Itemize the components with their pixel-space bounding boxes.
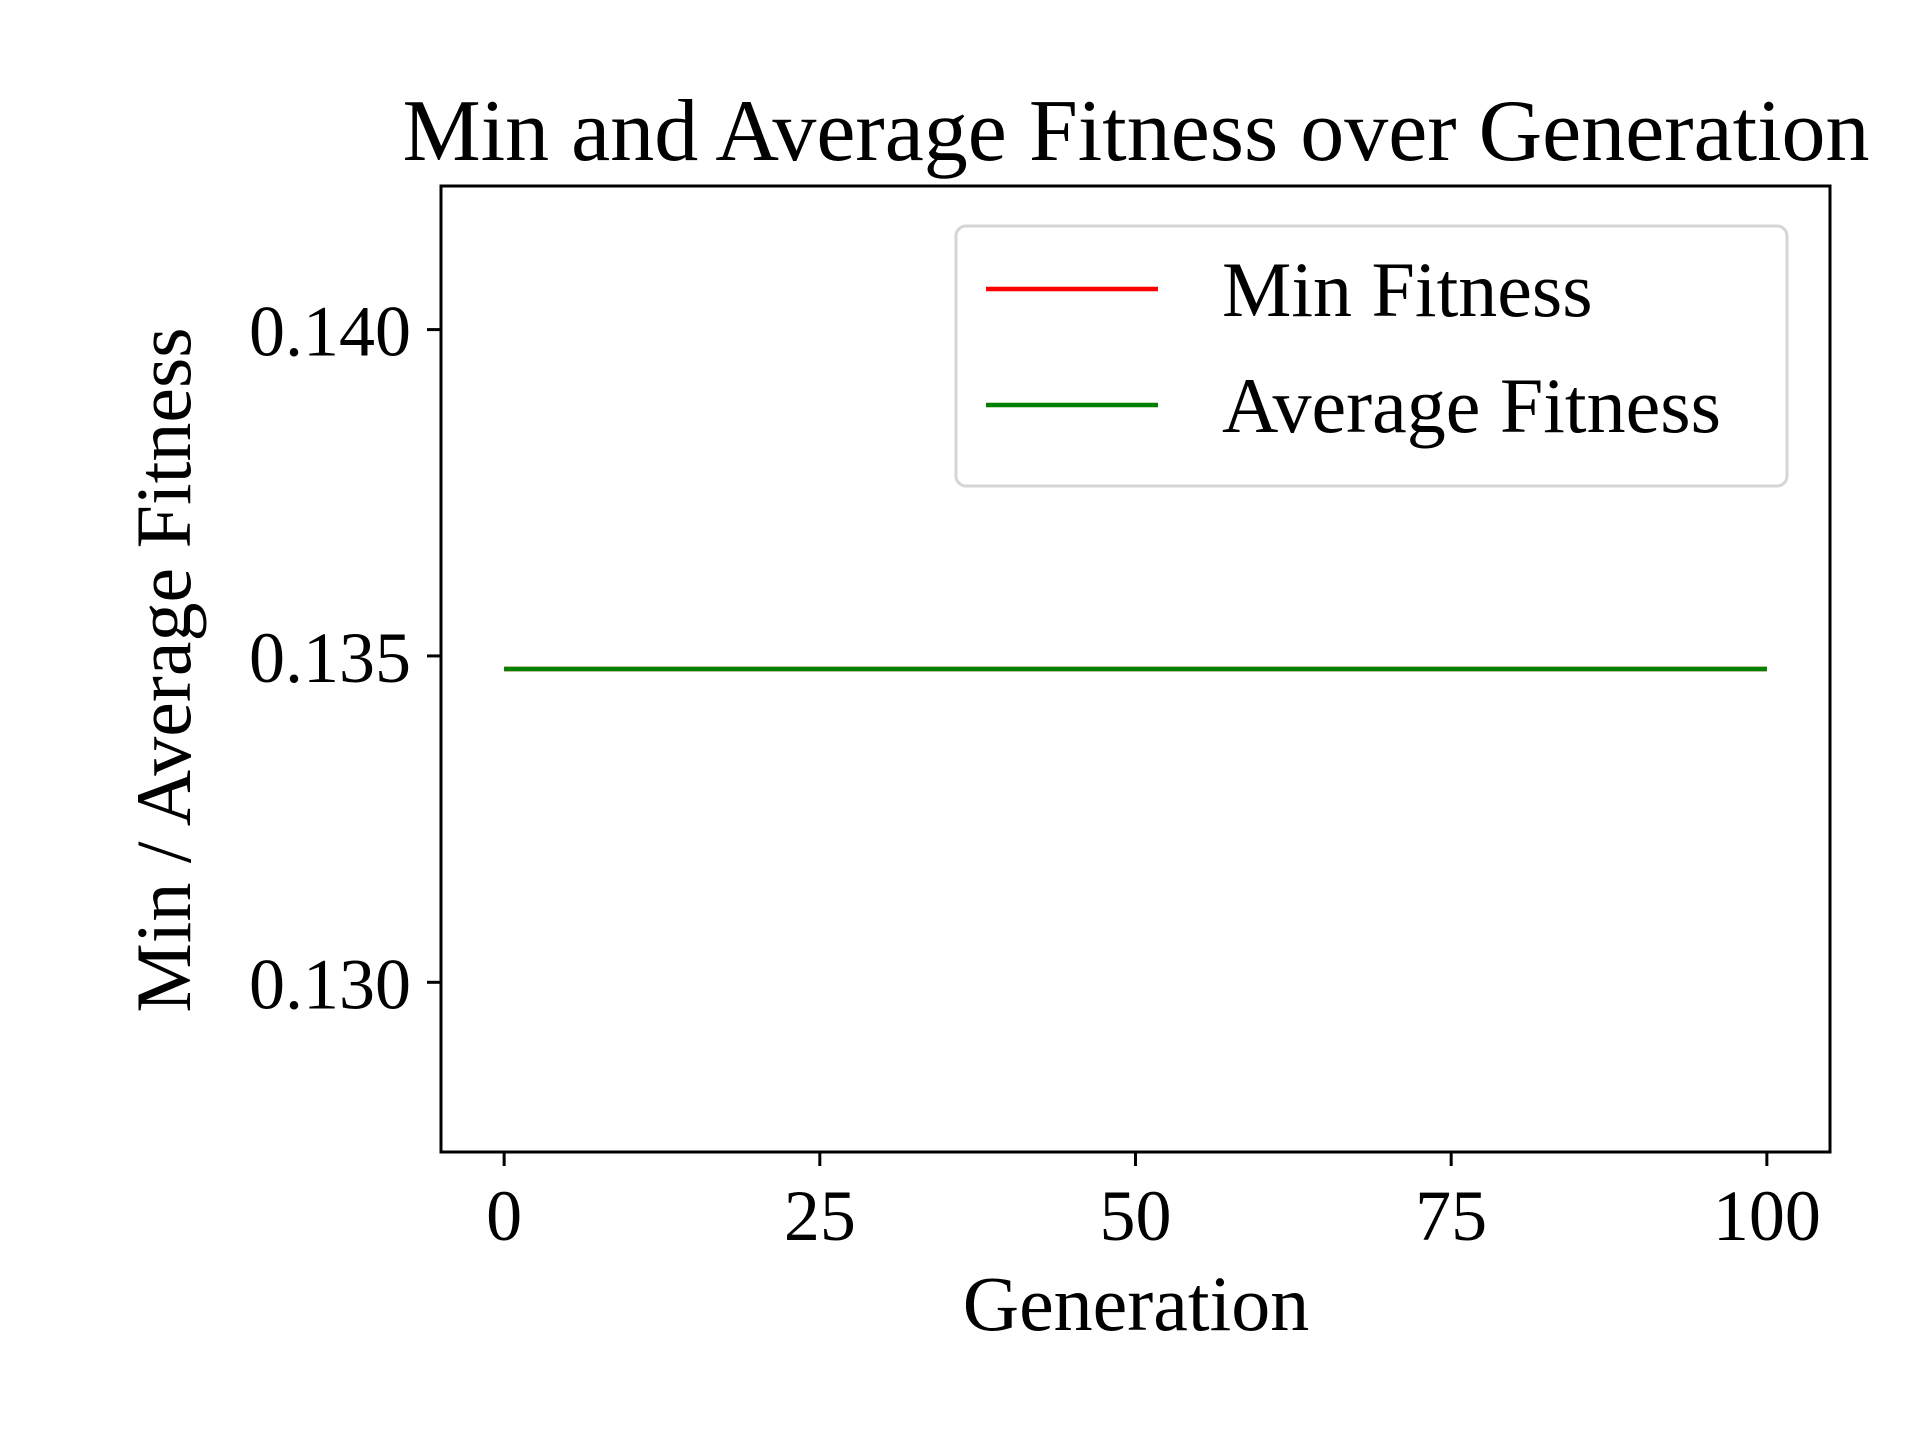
y-axis-ticks: 0.130 0.135 0.140 (249, 292, 441, 1024)
y-tick-label: 0.135 (249, 618, 411, 698)
x-axis-ticks: 0 25 50 75 100 (486, 1152, 1821, 1256)
legend-box (954, 224, 1789, 488)
legend-label-min-fitness: Min Fitness (1222, 246, 1593, 333)
legend: Min Fitness Average Fitness (954, 224, 1789, 488)
x-tick-label: 25 (784, 1176, 856, 1256)
y-tick-label: 0.130 (249, 944, 411, 1024)
chart-title: Min and Average Fitness over Generation (402, 83, 1869, 180)
y-axis-label: Min / Average Fitness (120, 327, 207, 1012)
x-tick-label: 50 (1100, 1176, 1172, 1256)
legend-label-average-fitness: Average Fitness (1222, 362, 1721, 449)
y-tick-label: 0.140 (249, 292, 411, 372)
x-tick-label: 100 (1713, 1176, 1821, 1256)
x-tick-label: 0 (486, 1176, 522, 1256)
x-axis-label: Generation (963, 1260, 1310, 1347)
x-tick-label: 75 (1415, 1176, 1487, 1256)
